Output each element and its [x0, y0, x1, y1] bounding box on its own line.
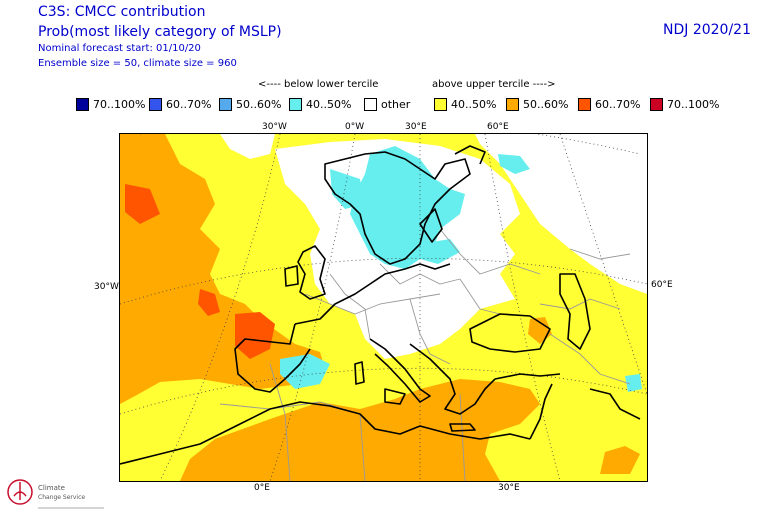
- coastline-gulf: [589, 388, 641, 420]
- legend-swatch: [76, 98, 89, 111]
- coastline-white-sea: [454, 145, 486, 165]
- legend-swatch: [578, 98, 591, 111]
- legend-swatch: [289, 98, 302, 111]
- graticule: [120, 134, 647, 481]
- coastline-levant: [529, 383, 553, 440]
- tick-label-left: 30°W: [94, 282, 119, 292]
- coastline-black-sea: [469, 313, 551, 353]
- border-line: [304, 293, 441, 315]
- coastline-britain: [297, 245, 326, 300]
- map-fill-white: [475, 134, 647, 294]
- coastline-north-africa: [120, 401, 531, 465]
- border-line: [359, 413, 366, 481]
- coastline-crete: [449, 423, 476, 432]
- legend-label: 60..70%: [595, 98, 641, 111]
- country-borders: [219, 228, 631, 481]
- tick-label-top: 30°E: [405, 122, 427, 132]
- coastlines: [120, 145, 641, 465]
- legend-label: 50..60%: [236, 98, 282, 111]
- coastline-balkans: [409, 343, 496, 415]
- legend-label: 50..60%: [523, 98, 569, 111]
- border-line: [569, 248, 631, 260]
- map-fill-orange: [265, 429, 340, 454]
- border-line: [459, 393, 466, 481]
- border-line: [409, 298, 451, 365]
- coastline-iberia: [234, 323, 311, 393]
- map-canvas: [120, 134, 647, 481]
- map-fill-red: [125, 184, 160, 224]
- legend-swatch: [219, 98, 232, 111]
- graticule-line: [484, 134, 561, 481]
- legend-swatch: [650, 98, 663, 111]
- map-fill-orange: [600, 446, 640, 474]
- map-fill-cyan: [330, 169, 365, 209]
- legend-below-label: <---- below lower tercile: [258, 79, 379, 90]
- logo-text: Change Service: [38, 494, 85, 501]
- legend-label: other: [381, 98, 411, 111]
- map-fill-orange: [180, 379, 540, 481]
- border-line: [269, 363, 291, 481]
- coastline-scandinavia: [324, 151, 471, 265]
- map-fill-red: [235, 312, 275, 359]
- legend-label: 70..100%: [667, 98, 720, 111]
- logo-emblem: Climate Change Service: [7, 479, 104, 509]
- logo-text: Climate: [38, 484, 65, 492]
- probability-map: [119, 133, 648, 482]
- border-line: [549, 333, 631, 385]
- legend-swatch: [506, 98, 519, 111]
- coastline-island: [419, 208, 443, 243]
- map-fill-red: [198, 289, 220, 316]
- legend-label: 60..70%: [166, 98, 212, 111]
- map-fill-orange: [120, 134, 175, 164]
- legend-label: 40..50%: [451, 98, 497, 111]
- coastline-sicily: [384, 388, 406, 405]
- border-line: [539, 298, 621, 310]
- map-subtitle: Prob(most likely category of MSLP): [38, 24, 282, 40]
- coastline-italy: [369, 338, 431, 403]
- map-fill-orange: [120, 139, 325, 404]
- border-line: [459, 278, 501, 315]
- border-line: [379, 263, 461, 285]
- tick-label-right: 60°E: [651, 280, 673, 290]
- border-line: [329, 273, 371, 340]
- graticule-line: [269, 134, 356, 481]
- tick-label-top: 60°E: [487, 122, 509, 132]
- map-fill-cyan: [625, 374, 642, 392]
- map-fill-cyan: [350, 146, 465, 269]
- coastline-turkey: [494, 373, 561, 380]
- legend-swatch: [149, 98, 162, 111]
- coastline-caspian: [559, 273, 591, 350]
- forecast-start-text: Nominal forecast start: 01/10/20: [38, 43, 201, 54]
- legend-swatch: [434, 98, 447, 111]
- map-fill-white: [220, 134, 275, 159]
- tick-label-top: 30°W: [262, 122, 287, 132]
- border-line: [439, 228, 541, 275]
- legend-label: 40..50%: [306, 98, 352, 111]
- map-fill-cyan: [420, 239, 460, 264]
- coastline-ireland: [284, 265, 299, 287]
- legend-label: 70..100%: [93, 98, 146, 111]
- ensemble-size-text: Ensemble size = 50, climate size = 960: [38, 58, 237, 69]
- map-fill-cyan: [498, 154, 530, 174]
- legend-swatch: [364, 98, 377, 111]
- tick-label-top: 0°W: [345, 122, 365, 132]
- map-title: C3S: CMCC contribution: [38, 4, 206, 20]
- map-fill-cyan: [280, 354, 330, 389]
- tick-label-bottom: 30°E: [498, 483, 520, 493]
- copernicus-logo: Climate Change Service: [4, 474, 114, 514]
- tick-label-bottom: 0°E: [254, 483, 270, 493]
- legend-above-label: above upper tercile ---->: [432, 79, 556, 90]
- coastline-continent: [294, 263, 451, 325]
- season-label: NDJ 2020/21: [663, 22, 751, 38]
- coastline-sardinia: [354, 361, 365, 385]
